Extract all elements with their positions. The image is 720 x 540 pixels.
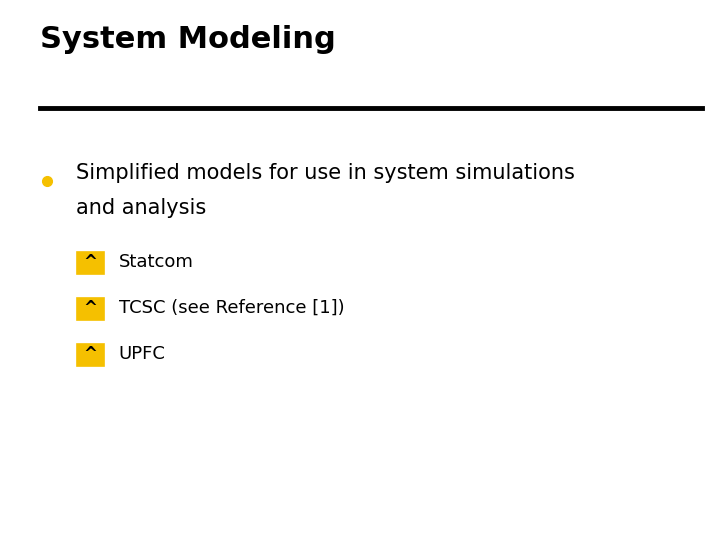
- Text: ^: ^: [83, 345, 97, 363]
- FancyBboxPatch shape: [77, 344, 104, 366]
- Text: and analysis: and analysis: [76, 198, 206, 218]
- Text: System Modeling: System Modeling: [40, 25, 336, 54]
- FancyBboxPatch shape: [77, 252, 104, 274]
- Text: ^: ^: [83, 299, 97, 317]
- FancyBboxPatch shape: [77, 298, 104, 320]
- Text: Statcom: Statcom: [119, 253, 194, 271]
- Text: Simplified models for use in system simulations: Simplified models for use in system simu…: [76, 163, 575, 183]
- Text: TCSC (see Reference [1]): TCSC (see Reference [1]): [119, 299, 344, 317]
- Text: ^: ^: [83, 253, 97, 271]
- Text: UPFC: UPFC: [119, 345, 166, 363]
